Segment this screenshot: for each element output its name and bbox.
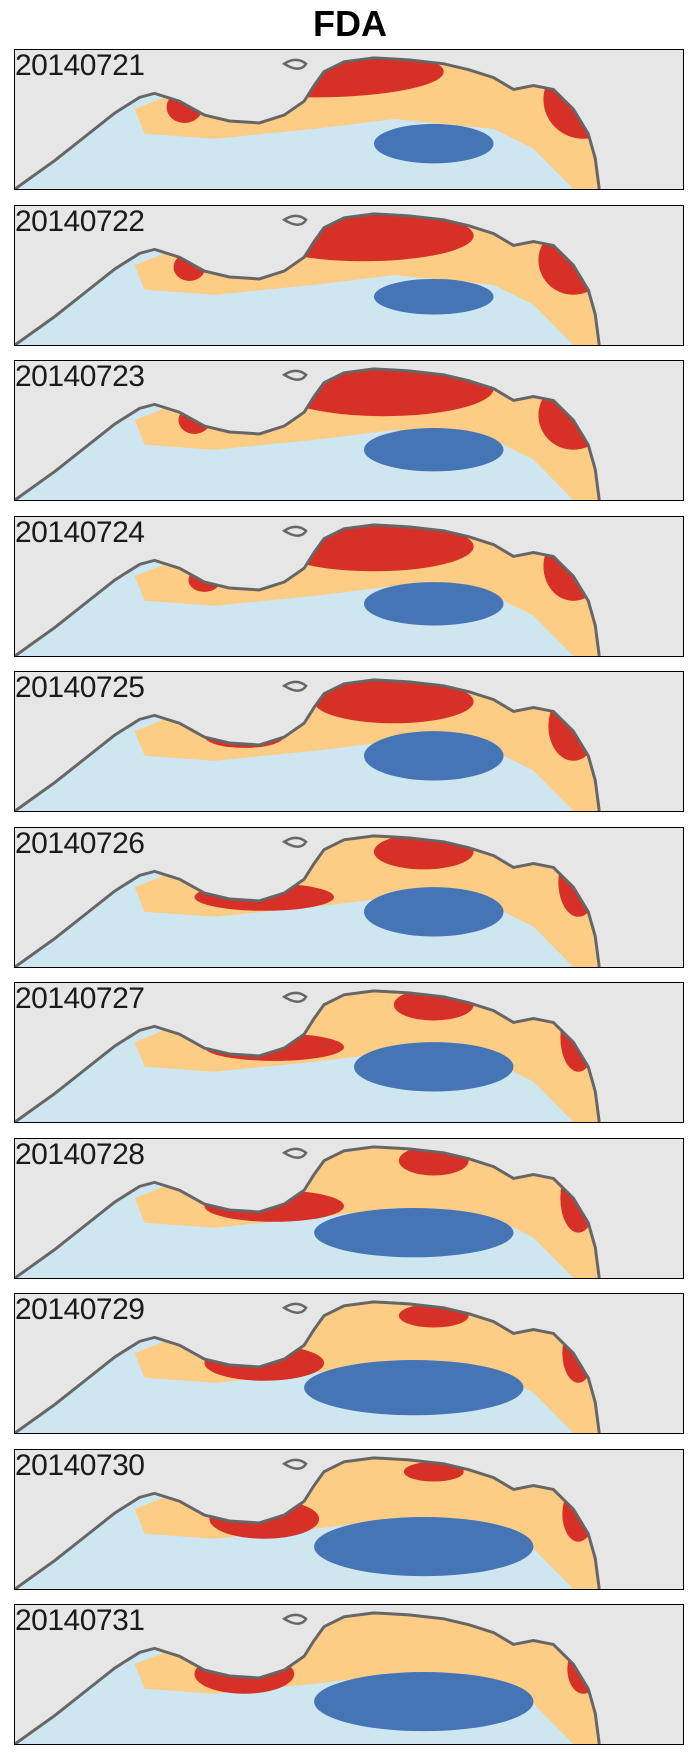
- deep-patch: [314, 1672, 534, 1732]
- gulf-map: [15, 1138, 683, 1278]
- delta-island: [281, 991, 308, 1003]
- coastline: [15, 989, 601, 1122]
- coastline: [15, 1144, 601, 1278]
- high-patch: [403, 1461, 464, 1482]
- deep-patch: [363, 428, 504, 472]
- deep-patch: [363, 731, 504, 781]
- map-panel: 20140721: [14, 49, 684, 190]
- gulf-map: [15, 361, 683, 500]
- delta-island: [281, 1613, 308, 1625]
- panel-date-label: 20140721: [15, 49, 145, 82]
- coastline: [15, 833, 601, 967]
- panel-date-label: 20140728: [15, 1137, 145, 1171]
- gulf-map: [15, 672, 683, 811]
- deep-patch: [373, 278, 494, 314]
- coastline: [15, 1611, 601, 1744]
- gulf-map: [15, 205, 683, 345]
- map-panel: 20140730: [14, 1448, 684, 1590]
- delta-island: [281, 214, 308, 226]
- figure-title: FDA: [313, 3, 387, 44]
- shelf-mid: [134, 57, 600, 189]
- panel-date-label: 20140727: [15, 982, 145, 1015]
- coastline: [15, 211, 601, 345]
- gulf-map: [15, 827, 683, 967]
- shelf-mid: [134, 835, 600, 967]
- delta-island: [281, 836, 308, 848]
- map-panel: 20140722: [14, 204, 684, 346]
- delta-island: [281, 680, 308, 692]
- deep-patch: [363, 886, 504, 936]
- coastline: [15, 367, 601, 500]
- panel-date-label: 20140724: [15, 515, 145, 549]
- delta-island: [281, 1458, 308, 1470]
- coastline: [15, 678, 601, 811]
- map-panel: 20140723: [14, 360, 684, 501]
- panel-date-label: 20140731: [15, 1604, 145, 1637]
- shelf-mid: [134, 524, 600, 656]
- map-panel: 20140726: [14, 826, 684, 968]
- map-panel: 20140727: [14, 982, 684, 1123]
- high-patch: [314, 679, 474, 724]
- panel-date-label: 20140723: [15, 360, 145, 393]
- shelf-mid: [134, 679, 600, 811]
- panel-date-label: 20140722: [15, 204, 145, 238]
- map-panel: 20140729: [14, 1293, 684, 1434]
- shelf-mid: [134, 1457, 600, 1589]
- map-panel: 20140724: [14, 515, 684, 657]
- coastline: [15, 522, 601, 656]
- map-panel: 20140725: [14, 671, 684, 812]
- deep-patch: [314, 1207, 514, 1257]
- shelf-mid: [134, 1612, 600, 1744]
- delta-island: [281, 369, 308, 381]
- delta-island: [281, 1147, 308, 1159]
- panel-date-label: 20140725: [15, 671, 145, 704]
- delta-island: [281, 1302, 308, 1314]
- gulf-map: [15, 1605, 683, 1744]
- coastline: [15, 1300, 601, 1433]
- map-panel: 20140728: [14, 1137, 684, 1279]
- gulf-map: [15, 516, 683, 656]
- deep-patch: [363, 581, 504, 625]
- shelf-mid: [134, 213, 600, 345]
- gulf-map: [15, 983, 683, 1122]
- delta-island: [281, 525, 308, 537]
- deep-patch: [353, 1042, 514, 1092]
- deep-patch: [304, 1360, 524, 1416]
- delta-island: [281, 58, 308, 70]
- coastline: [15, 1455, 601, 1589]
- coastline: [15, 56, 601, 189]
- shelf-mid: [134, 368, 600, 500]
- panel-date-label: 20140730: [15, 1448, 145, 1482]
- gulf-map: [15, 50, 683, 189]
- gulf-map: [15, 1449, 683, 1589]
- map-panel: 20140731: [14, 1604, 684, 1745]
- shelf-mid: [134, 1146, 600, 1278]
- deep-patch: [314, 1516, 534, 1576]
- panel-date-label: 20140726: [15, 826, 145, 860]
- deep-patch: [373, 123, 494, 164]
- panel-date-label: 20140729: [15, 1293, 145, 1326]
- gulf-map: [15, 1294, 683, 1433]
